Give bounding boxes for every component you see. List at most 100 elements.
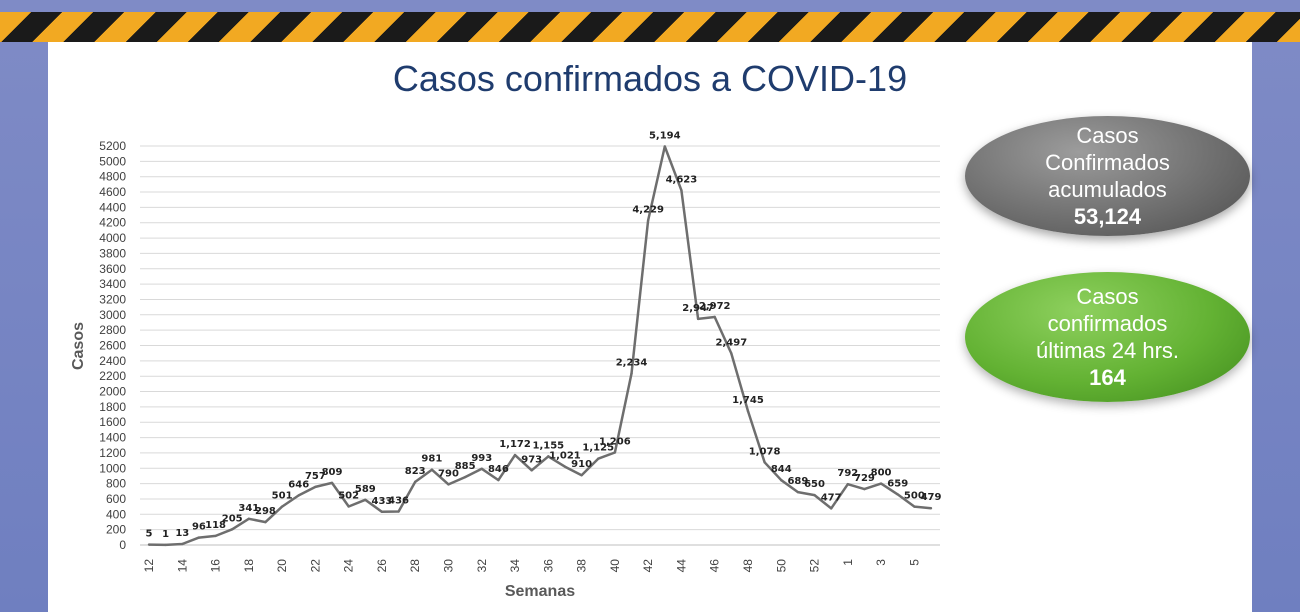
y-tick-label: 4600 [99, 185, 126, 199]
x-tick-label: 12 [142, 559, 156, 573]
y-tick-label: 3400 [99, 277, 126, 291]
data-label: 790 [438, 468, 459, 479]
data-point [380, 510, 384, 513]
y-tick-label: 1400 [99, 431, 126, 445]
data-point [580, 473, 583, 477]
data-point [663, 145, 666, 148]
data-point [314, 485, 317, 489]
data-point [414, 480, 417, 484]
data-point [214, 534, 217, 538]
data-label: 800 [871, 468, 892, 479]
data-label: 2,234 [616, 358, 648, 369]
y-tick-label: 3800 [99, 246, 126, 260]
data-point [730, 352, 733, 355]
x-tick-label: 48 [741, 559, 755, 573]
data-point [696, 317, 700, 321]
data-point [430, 468, 434, 471]
x-tick-label: 28 [408, 559, 422, 573]
y-tick-label: 0 [119, 538, 126, 552]
data-point [547, 455, 550, 458]
accumulated-line2: Confirmados [1045, 150, 1170, 175]
data-point [796, 490, 800, 494]
data-point [497, 478, 500, 482]
data-label: 646 [288, 479, 309, 490]
page-title: Casos confirmados a COVID-19 [392, 58, 908, 99]
data-point [480, 467, 483, 471]
data-label: 1,078 [749, 446, 781, 457]
y-tick-label: 3600 [99, 262, 126, 276]
x-tick-label: 14 [175, 559, 189, 573]
x-tick-label: 18 [242, 559, 256, 573]
data-point [297, 494, 300, 497]
data-label: 844 [771, 464, 792, 475]
y-tick-label: 5000 [99, 154, 126, 168]
data-label: 4,623 [666, 174, 698, 185]
data-label: 659 [887, 478, 908, 489]
x-tick-label: 16 [209, 559, 223, 573]
data-label: 993 [471, 453, 492, 464]
x-tick-label: 22 [308, 559, 322, 573]
accumulated-value: 53,124 [1073, 204, 1142, 229]
y-tick-label: 1600 [99, 415, 126, 429]
data-label: 5 [146, 529, 153, 540]
data-point [896, 493, 899, 496]
data-label: 885 [455, 461, 476, 472]
y-tick-label: 2400 [99, 354, 126, 368]
data-label: 689 [787, 476, 808, 487]
y-tick-label: 800 [106, 477, 126, 491]
data-point [597, 457, 600, 460]
data-point [513, 453, 517, 457]
data-point [397, 510, 400, 513]
y-tick-label: 4200 [99, 216, 126, 230]
data-label: 2,947 [682, 303, 714, 314]
y-tick-label: 1000 [99, 461, 126, 475]
data-point [147, 543, 151, 546]
data-label: 118 [205, 520, 226, 531]
data-point [463, 475, 467, 479]
data-label: 846 [488, 464, 509, 475]
data-label: 1,745 [732, 395, 764, 406]
data-label: 650 [804, 479, 825, 490]
y-tick-label: 2200 [99, 369, 126, 383]
data-point [713, 315, 716, 319]
accumulated-line1: Casos [1076, 123, 1139, 148]
data-label: 2,972 [699, 301, 731, 312]
data-point [164, 543, 167, 547]
y-tick-label: 1800 [99, 400, 126, 414]
data-label: 341 [238, 503, 259, 514]
last24-line3: últimas 24 hrs. [1035, 338, 1180, 363]
data-label: 4,229 [632, 205, 664, 216]
data-point [863, 487, 866, 491]
data-point [347, 505, 350, 508]
x-tick-label: 38 [575, 559, 589, 573]
y-tick-label: 400 [106, 507, 126, 521]
last24-line2: confirmados [1047, 311, 1168, 336]
last24-value: 164 [1089, 365, 1126, 390]
data-label: 757 [305, 471, 326, 482]
data-point [613, 451, 617, 454]
x-tick-label: 24 [342, 559, 356, 573]
x-tick-label: 46 [708, 559, 722, 573]
data-label: 792 [837, 468, 858, 479]
data-label: 1,021 [549, 451, 581, 462]
data-label: 5,194 [649, 130, 681, 141]
x-tick-label: 52 [808, 559, 822, 573]
data-label: 2,497 [716, 337, 748, 348]
data-label: 500 [904, 491, 925, 502]
data-label: 205 [222, 513, 243, 524]
data-point [746, 409, 750, 413]
y-tick-label: 3200 [99, 292, 126, 306]
data-point [913, 505, 916, 508]
data-label: 973 [521, 454, 542, 465]
data-label: 589 [355, 484, 376, 495]
series-line-casos [148, 145, 932, 547]
data-label: 502 [338, 490, 359, 501]
data-point [630, 372, 633, 375]
data-point [247, 517, 251, 521]
data-point [197, 536, 201, 539]
data-label: 729 [854, 473, 875, 484]
data-label: 436 [388, 496, 409, 507]
y-tick-label: 4000 [99, 231, 126, 245]
data-label: 477 [821, 492, 842, 503]
